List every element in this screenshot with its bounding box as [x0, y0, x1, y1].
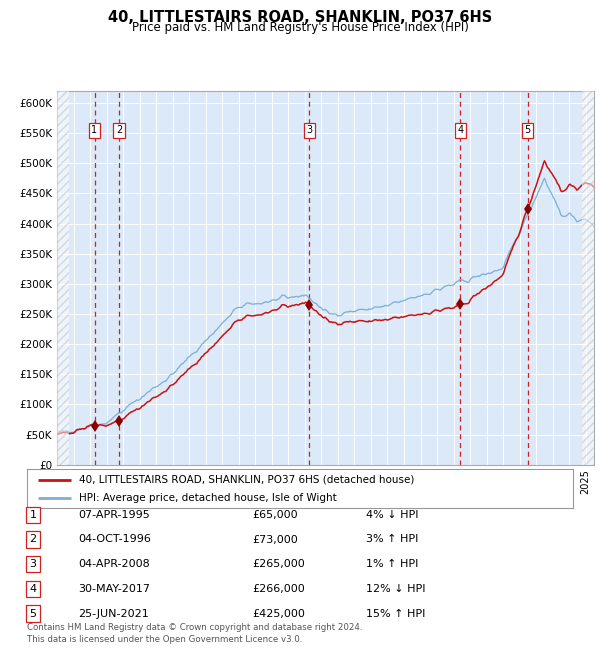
- Text: 1: 1: [29, 510, 37, 520]
- Text: 1% ↑ HPI: 1% ↑ HPI: [366, 559, 418, 569]
- Text: 2: 2: [29, 534, 37, 545]
- Text: £266,000: £266,000: [252, 584, 305, 594]
- Text: 4: 4: [457, 125, 464, 135]
- Text: 3: 3: [29, 559, 37, 569]
- Text: 30-MAY-2017: 30-MAY-2017: [78, 584, 150, 594]
- Text: £65,000: £65,000: [252, 510, 298, 520]
- Bar: [583, 91, 594, 465]
- Text: 25-JUN-2021: 25-JUN-2021: [78, 608, 149, 619]
- Text: 3: 3: [306, 125, 313, 135]
- Text: 07-APR-1995: 07-APR-1995: [78, 510, 150, 520]
- Text: 40, LITTLESTAIRS ROAD, SHANKLIN, PO37 6HS (detached house): 40, LITTLESTAIRS ROAD, SHANKLIN, PO37 6H…: [79, 475, 414, 485]
- Text: £265,000: £265,000: [252, 559, 305, 569]
- Text: 4: 4: [29, 584, 37, 594]
- Text: 40, LITTLESTAIRS ROAD, SHANKLIN, PO37 6HS: 40, LITTLESTAIRS ROAD, SHANKLIN, PO37 6H…: [108, 10, 492, 25]
- Text: 12% ↓ HPI: 12% ↓ HPI: [366, 584, 425, 594]
- Text: 5: 5: [29, 608, 37, 619]
- Text: 3% ↑ HPI: 3% ↑ HPI: [366, 534, 418, 545]
- Text: £425,000: £425,000: [252, 608, 305, 619]
- Text: 04-APR-2008: 04-APR-2008: [78, 559, 150, 569]
- Text: 04-OCT-1996: 04-OCT-1996: [78, 534, 151, 545]
- Text: 4% ↓ HPI: 4% ↓ HPI: [366, 510, 419, 520]
- Text: 15% ↑ HPI: 15% ↑ HPI: [366, 608, 425, 619]
- Text: Contains HM Land Registry data © Crown copyright and database right 2024.
This d: Contains HM Land Registry data © Crown c…: [27, 623, 362, 644]
- Text: 2: 2: [116, 125, 122, 135]
- Text: 1: 1: [91, 125, 98, 135]
- Text: £73,000: £73,000: [252, 534, 298, 545]
- Text: Price paid vs. HM Land Registry's House Price Index (HPI): Price paid vs. HM Land Registry's House …: [131, 21, 469, 34]
- Bar: [57, 91, 68, 465]
- Text: HPI: Average price, detached house, Isle of Wight: HPI: Average price, detached house, Isle…: [79, 493, 337, 502]
- Text: 5: 5: [524, 125, 531, 135]
